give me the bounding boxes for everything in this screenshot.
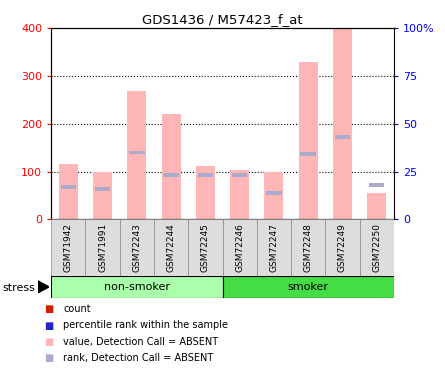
Bar [299,62,318,219]
Text: count: count [63,304,91,314]
Text: rank, Detection Call = ABSENT: rank, Detection Call = ABSENT [63,353,214,363]
Bar [198,174,213,177]
Text: ■: ■ [44,321,54,330]
Bar [291,219,325,276]
Bar [232,174,247,177]
Text: ■: ■ [44,353,54,363]
Text: ■: ■ [44,337,54,346]
Bar [127,91,146,219]
Text: GSM71942: GSM71942 [64,223,73,272]
Bar [85,219,120,276]
Bar [369,183,384,187]
Bar [335,135,350,139]
Text: stress: stress [2,283,35,292]
Bar [257,219,291,276]
Bar [120,219,154,276]
Bar [59,164,78,219]
Text: GSM72246: GSM72246 [235,223,244,272]
Bar [196,166,215,219]
Bar [61,185,76,189]
Bar [360,219,394,276]
Text: GSM72245: GSM72245 [201,223,210,272]
Text: GSM72243: GSM72243 [132,223,142,272]
Text: GDS1436 / M57423_f_at: GDS1436 / M57423_f_at [142,13,303,26]
Text: smoker: smoker [287,282,329,292]
Bar [230,170,249,219]
Bar [95,187,110,190]
Bar [163,174,179,177]
Text: non-smoker: non-smoker [104,282,170,292]
Text: ■: ■ [44,304,54,314]
Bar [51,219,85,276]
Bar [266,190,282,195]
Bar [367,193,386,219]
Bar [51,276,223,298]
Bar [264,172,283,219]
Text: GSM72248: GSM72248 [303,223,313,272]
Text: GSM72250: GSM72250 [372,223,381,272]
Bar [325,219,360,276]
Bar [93,172,112,219]
Text: GSM71991: GSM71991 [98,223,107,272]
Bar [129,150,145,154]
Text: GSM72247: GSM72247 [269,223,279,272]
Bar [333,28,352,219]
Bar [154,219,188,276]
Text: value, Detection Call = ABSENT: value, Detection Call = ABSENT [63,337,218,346]
Text: percentile rank within the sample: percentile rank within the sample [63,321,228,330]
Polygon shape [38,281,49,293]
Bar [188,219,222,276]
Text: GSM72244: GSM72244 [166,223,176,272]
Bar [222,276,394,298]
Bar [300,152,316,156]
Bar [162,114,181,219]
Bar [222,219,257,276]
Text: GSM72249: GSM72249 [338,223,347,272]
